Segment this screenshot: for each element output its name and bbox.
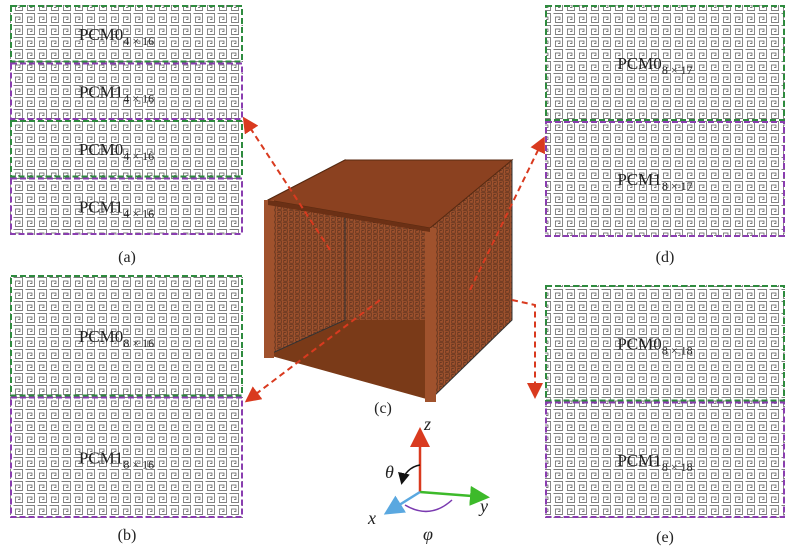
theta-label: θ <box>385 462 394 482</box>
region-size: 8 × 16 <box>123 336 154 350</box>
panel-label: (d) <box>656 249 675 266</box>
panel-label: (e) <box>656 529 674 546</box>
figure: z y x θ φ (c) PCM04 × 16PCM14 × 16PCM04 … <box>0 0 796 552</box>
region-size: 8 × 16 <box>123 457 154 471</box>
theta-arc <box>402 465 420 482</box>
y-axis <box>420 492 485 497</box>
arrow <box>512 300 535 395</box>
region-size: 4 × 16 <box>123 34 154 48</box>
region-size: 8 × 18 <box>662 460 693 474</box>
x-label: x <box>367 508 376 528</box>
y-label: y <box>478 496 488 516</box>
region-name: PCM1 <box>79 82 123 101</box>
region-name: PCM0 <box>79 140 123 159</box>
z-label: z <box>423 414 431 434</box>
region-size: 8 × 17 <box>662 63 693 77</box>
region-name: PCM0 <box>79 25 123 44</box>
panel-label: (a) <box>118 249 136 266</box>
region-size: 8 × 17 <box>662 179 693 193</box>
cube-edge <box>264 200 274 358</box>
region-size: 8 × 18 <box>662 343 693 357</box>
region-name: PCM0 <box>79 327 123 346</box>
cube-edge <box>425 228 436 402</box>
panel-label: (b) <box>118 527 137 544</box>
region-size: 4 × 16 <box>123 206 154 220</box>
phi-arc <box>405 500 452 511</box>
phi-label: φ <box>423 524 433 544</box>
unit-cell-grid <box>10 275 243 518</box>
region-size: 4 × 16 <box>123 91 154 105</box>
axes: z y x θ φ (c) <box>367 400 488 544</box>
region-name: PCM1 <box>79 448 123 467</box>
cube-label: (c) <box>374 400 392 417</box>
region-name: PCM0 <box>617 54 661 73</box>
region-name: PCM1 <box>617 170 661 189</box>
region-name: PCM1 <box>79 197 123 216</box>
region-name: PCM0 <box>617 334 661 353</box>
region-size: 4 × 16 <box>123 149 154 163</box>
region-name: PCM1 <box>617 451 661 470</box>
